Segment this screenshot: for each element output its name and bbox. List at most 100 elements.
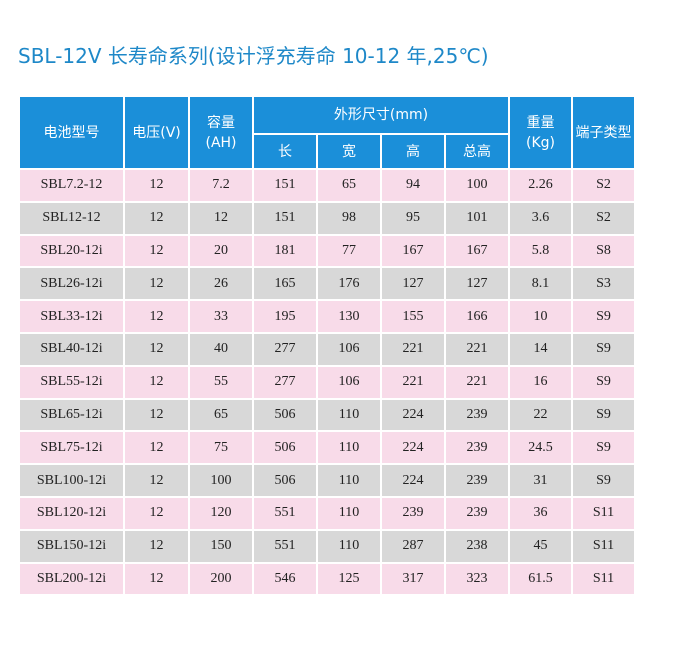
table-cell: 22 — [508, 397, 574, 433]
table-cell: 100 — [443, 168, 511, 203]
table-cell: 55 — [188, 364, 254, 400]
table-header: 电池型号 电压(V) 容量 (AH) 外形尺寸(mm) 重量 (Kg) 端子类型… — [18, 95, 637, 170]
table-cell: 77 — [316, 233, 382, 269]
table-cell: 20 — [188, 233, 254, 269]
table-cell: 151 — [252, 168, 318, 203]
table-cell: 75 — [188, 430, 254, 466]
table-cell: 551 — [252, 528, 318, 564]
table-cell: 127 — [380, 266, 446, 302]
table-row: SBL40-12i 12 40 277 106 221 221 14 S9 — [18, 331, 637, 367]
table-cell: 239 — [380, 495, 446, 531]
table-cell: SBL65-12i — [18, 397, 125, 433]
table-cell: S9 — [571, 463, 637, 498]
table-cell: S9 — [571, 299, 637, 334]
table-cell: 224 — [380, 463, 446, 498]
spec-table: 电池型号 电压(V) 容量 (AH) 外形尺寸(mm) 重量 (Kg) 端子类型… — [18, 95, 637, 597]
table-cell: 8.1 — [508, 266, 574, 302]
table-cell: 150 — [188, 528, 254, 564]
table-row: SBL26-12i 12 26 165 176 127 127 8.1 S3 — [18, 266, 637, 302]
table-cell: S2 — [571, 200, 637, 236]
sub-column-header: 总高 — [443, 133, 511, 170]
header-row: 长 宽 高 总高 — [19, 133, 635, 170]
table-cell: 12 — [123, 364, 190, 400]
table-cell: 110 — [316, 430, 382, 466]
table-cell: 166 — [443, 299, 511, 334]
table-cell: 221 — [380, 331, 446, 367]
table-cell: 506 — [252, 463, 318, 498]
table-row: SBL150-12i 12 150 551 110 287 238 45 S11 — [18, 528, 637, 564]
table-cell: 12 — [123, 561, 190, 597]
table-row: SBL75-12i 12 75 506 110 224 239 24.5 S9 — [18, 430, 637, 466]
table-cell: S11 — [571, 495, 637, 531]
table-cell: 14 — [508, 331, 574, 367]
table-cell: 98 — [316, 200, 382, 236]
table-cell: 7.2 — [188, 168, 254, 203]
table-cell: 61.5 — [508, 561, 574, 597]
table-cell: 125 — [316, 561, 382, 597]
table-cell: 101 — [443, 200, 511, 236]
table-cell: S2 — [571, 168, 637, 203]
table-cell: 127 — [443, 266, 511, 302]
table-cell: SBL100-12i — [18, 463, 125, 498]
table-cell: 12 — [123, 299, 190, 334]
table-cell: 224 — [380, 397, 446, 433]
table-cell: 277 — [252, 331, 318, 367]
table-cell: 221 — [443, 331, 511, 367]
table-row: SBL33-12i 12 33 195 130 155 166 10 S9 — [18, 299, 637, 334]
table-cell: 239 — [443, 430, 511, 466]
table-cell: 65 — [188, 397, 254, 433]
table-cell: S9 — [571, 430, 637, 466]
table-cell: 181 — [252, 233, 318, 269]
table-cell: SBL12-12 — [18, 200, 125, 236]
column-header: 电压(V) — [123, 95, 190, 170]
table-cell: 546 — [252, 561, 318, 597]
table-cell: 176 — [316, 266, 382, 302]
table-cell: 323 — [443, 561, 511, 597]
table-cell: S9 — [571, 397, 637, 433]
table-row: SBL12-12 12 12 151 98 95 101 3.6 S2 — [18, 200, 637, 236]
table-cell: 110 — [316, 528, 382, 564]
table-cell: 110 — [316, 463, 382, 498]
column-header: 外形尺寸(mm) — [251, 95, 511, 135]
title: SBL-12V 长寿命系列(设计浮充寿命 10-12 年,25℃) — [18, 44, 489, 68]
table-cell: 94 — [380, 168, 446, 203]
table-cell: 239 — [443, 495, 511, 531]
table-cell: 12 — [123, 397, 190, 433]
table-cell: 95 — [380, 200, 446, 236]
table-cell: 551 — [252, 495, 318, 531]
table-cell: 195 — [252, 299, 318, 334]
table-cell: 239 — [443, 463, 511, 498]
column-header: 重量 (Kg) — [508, 95, 574, 170]
sub-column-header: 宽 — [316, 133, 382, 170]
table-cell: 36 — [508, 495, 574, 531]
header-row: 电池型号 电压(V) 容量 (AH) 外形尺寸(mm) 重量 (Kg) 端子类型 — [18, 95, 637, 170]
table-cell: 12 — [123, 266, 190, 302]
table-cell: 506 — [252, 397, 318, 433]
table-cell: 12 — [123, 233, 190, 269]
table-cell: 120 — [188, 495, 254, 531]
table-cell: 10 — [508, 299, 574, 334]
table-cell: 277 — [252, 364, 318, 400]
table-cell: 151 — [252, 200, 318, 236]
table-cell: 221 — [443, 364, 511, 400]
table-cell: 155 — [380, 299, 446, 334]
table-cell: 40 — [188, 331, 254, 367]
table-cell: 12 — [188, 200, 254, 236]
table-cell: 238 — [443, 528, 511, 564]
table-cell: 12 — [123, 200, 190, 236]
table-cell: 12 — [123, 168, 190, 203]
table-row: SBL20-12i 12 20 181 77 167 167 5.8 S8 — [18, 233, 637, 269]
table-cell: 221 — [380, 364, 446, 400]
table-body: SBL7.2-12 12 7.2 151 65 94 100 2.26 S2 SBL12-12 12… — [18, 168, 637, 597]
table-cell: SBL75-12i — [18, 430, 125, 466]
table-cell: S3 — [571, 266, 637, 302]
table-cell: S9 — [571, 364, 637, 400]
table-cell: 3.6 — [508, 200, 574, 236]
table-row: SBL100-12i 12 100 506 110 224 239 31 S9 — [18, 463, 637, 498]
table-cell: 26 — [188, 266, 254, 302]
table-cell: 239 — [443, 397, 511, 433]
table-cell: 12 — [123, 331, 190, 367]
table-cell: 5.8 — [508, 233, 574, 269]
table-cell: 110 — [316, 397, 382, 433]
table-cell: SBL7.2-12 — [18, 168, 125, 203]
